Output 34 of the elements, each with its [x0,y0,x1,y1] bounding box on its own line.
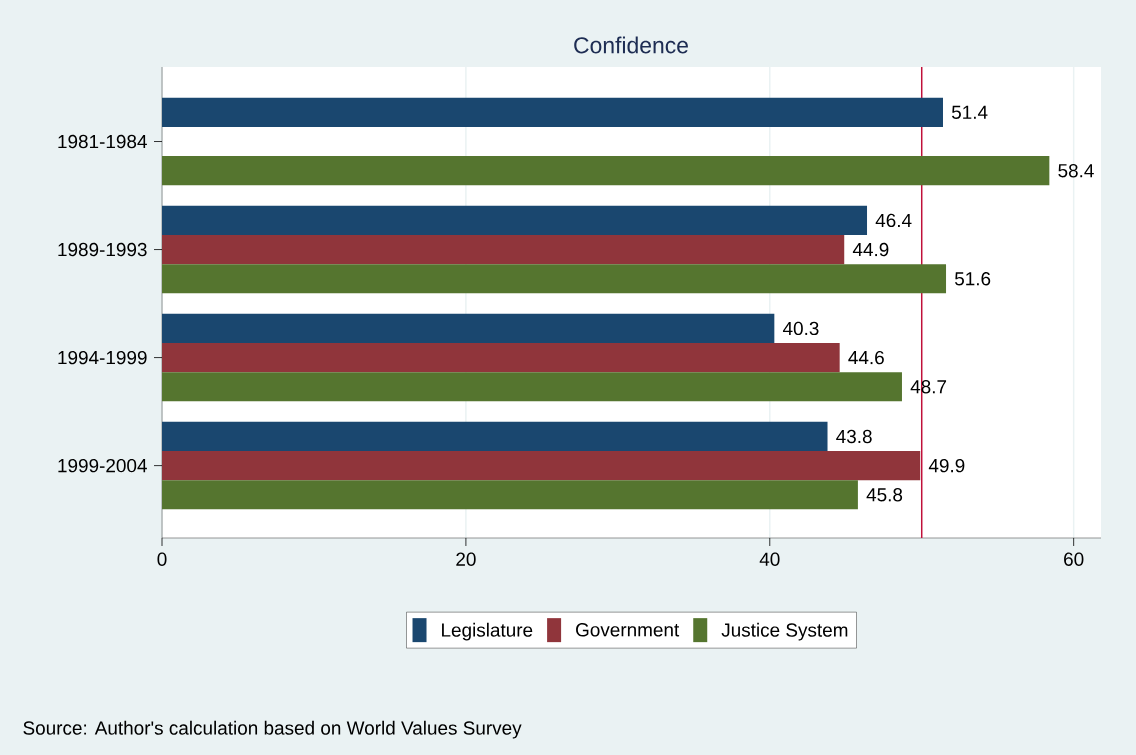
data-label: 45.8 [866,488,903,502]
legend-label: Government [576,623,680,637]
x-tick-label: 40 [759,552,780,566]
data-label: 49.9 [928,458,965,473]
bar [162,234,845,265]
bar [162,343,840,373]
legend-label: Justice System [721,622,848,641]
source-note: Source: Author's calculation based on World Values Survey [23,720,522,739]
bar [162,372,902,402]
bar [162,264,947,294]
bar [162,480,858,510]
data-label: 51.4 [951,105,988,119]
data-label: 46.4 [875,213,912,228]
chart-title: Confidence [574,36,688,54]
data-label: 44.9 [852,242,889,257]
bar [162,313,775,343]
data-label: 43.8 [836,429,872,444]
bar [162,451,921,481]
x-tick-label: 0 [157,552,167,566]
data-label: 51.6 [954,272,991,286]
y-tick-label: 1999-2004 [58,458,147,473]
data-label: 40.3 [782,321,819,336]
y-tick-label: 1994-1999 [58,350,147,365]
data-label: 58.4 [1058,164,1094,178]
y-tick-label: 1989-1993 [58,242,147,257]
bar [162,156,1050,186]
x-tick-label: 20 [456,552,476,566]
bar [162,205,868,235]
y-tick-label: 1981-1984 [58,134,147,149]
data-label: 44.6 [848,350,884,365]
x-tick-label: 60 [1064,552,1084,566]
legend-label: Legislature [442,622,533,641]
bar [162,97,943,127]
bar [162,421,828,452]
